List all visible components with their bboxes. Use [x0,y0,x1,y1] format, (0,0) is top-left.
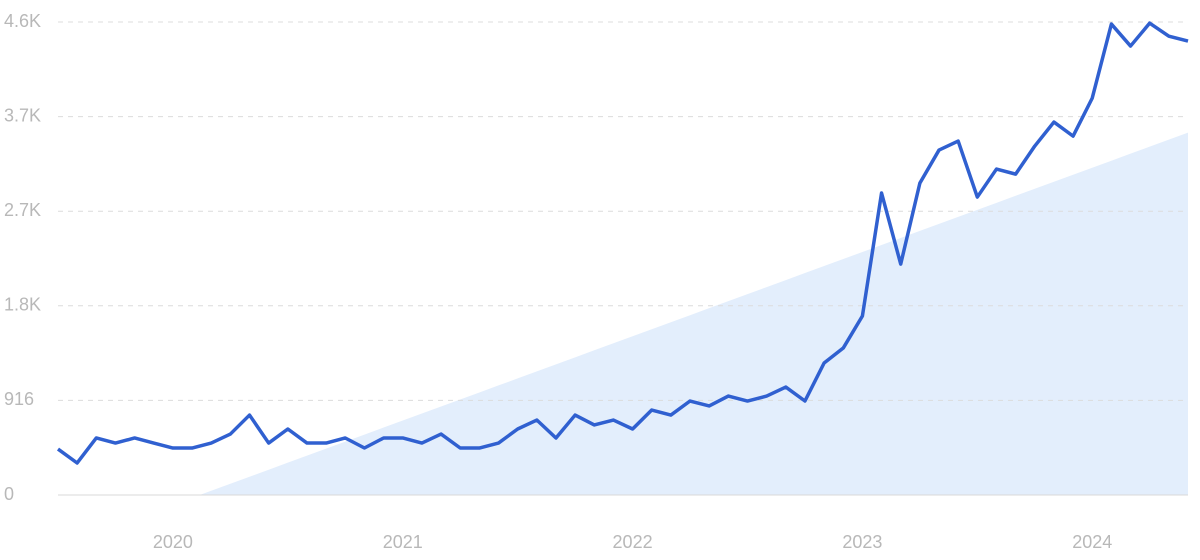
x-tick-label: 2020 [153,532,193,552]
x-tick-label: 2023 [842,532,882,552]
y-tick-label: 3.7K [4,105,41,125]
y-tick-label: 0 [4,484,14,504]
x-tick-label: 2021 [383,532,423,552]
y-tick-label: 4.6K [4,11,41,31]
y-tick-label: 1.8K [4,295,41,315]
y-tick-label: 916 [4,389,34,409]
trend-area [199,132,1188,495]
x-tick-label: 2024 [1072,532,1112,552]
y-tick-label: 2.7K [4,200,41,220]
x-tick-label: 2022 [613,532,653,552]
data-line [56,21,1189,465]
